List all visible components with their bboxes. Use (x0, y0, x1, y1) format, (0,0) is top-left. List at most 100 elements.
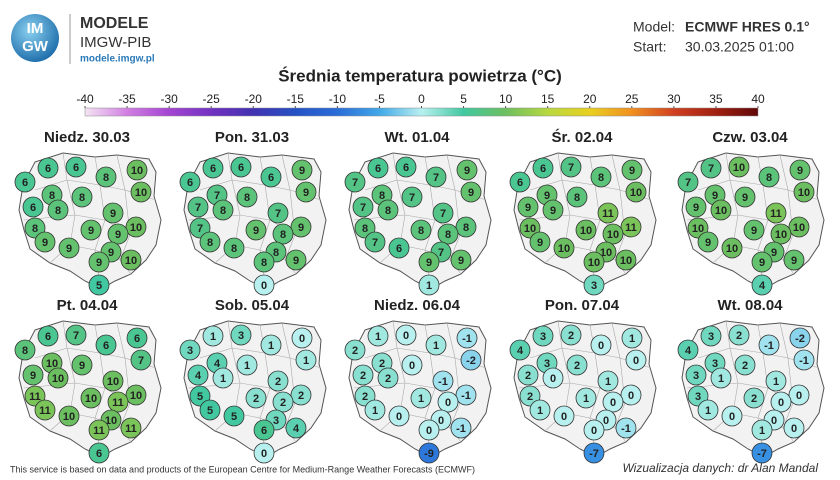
temp-marker (367, 325, 389, 347)
temp-value: 3 (540, 331, 546, 343)
temp-value: 9 (115, 229, 121, 241)
temp-value: 9 (66, 243, 72, 255)
temp-marker (734, 186, 756, 208)
temp-marker (529, 231, 551, 253)
start: 30.03.2025 01:00 (685, 39, 794, 55)
temp-value: 10 (600, 247, 612, 259)
temp-value: 2 (525, 370, 531, 382)
temp-value: 0 (603, 415, 609, 427)
colorbar-tick-label: 15 (541, 92, 555, 106)
temp-value: 7 (685, 177, 691, 189)
temp-value: 8 (463, 222, 469, 234)
temp-marker (583, 419, 605, 441)
temp-value: 1 (759, 425, 765, 437)
temp-value: 1 (583, 393, 589, 405)
day-label: Czw. 03.04 (712, 129, 788, 146)
temp-value: 9 (464, 165, 470, 177)
colorbar-tick-label: -35 (118, 92, 136, 106)
temp-value: 1 (220, 373, 226, 385)
temp-marker (102, 370, 124, 392)
temp-value: 6 (22, 177, 28, 189)
temp-value: 1 (705, 405, 711, 417)
temp-marker (410, 387, 432, 409)
temp-marker (126, 327, 148, 349)
temp-value: 2 (385, 373, 391, 385)
temp-value: 2 (275, 376, 281, 388)
colorbar-tick-label: 20 (583, 92, 597, 106)
temp-marker (401, 354, 423, 376)
logo (11, 14, 59, 62)
temp-value: 5 (197, 391, 203, 403)
temp-marker (285, 417, 307, 439)
temp-value: 0 (445, 397, 451, 409)
temp-value: 0 (261, 280, 267, 292)
temp-value: 10 (580, 225, 592, 237)
temp-value: 8 (103, 172, 109, 184)
temp-value: 10 (130, 390, 142, 402)
start-label: Start: (633, 39, 666, 55)
temp-marker (344, 339, 366, 361)
url[interactable]: modele.imgw.pl (80, 54, 155, 65)
temp-marker (758, 166, 780, 188)
temp-value: 0 (610, 397, 616, 409)
temp-value: 8 (379, 190, 385, 202)
day-label: Pon. 31.03 (215, 129, 289, 146)
temp-value: -9 (424, 448, 434, 460)
temp-marker (460, 349, 482, 371)
temp-marker (179, 339, 201, 361)
temp-marker (236, 186, 258, 208)
temp-value: 9 (110, 208, 116, 220)
temp-marker (364, 231, 386, 253)
temp-value: 7 (708, 163, 714, 175)
temp-value: 1 (268, 340, 274, 352)
temp-marker (743, 219, 765, 241)
temp-marker (625, 349, 647, 371)
temp-marker (80, 387, 102, 409)
temp-marker (65, 156, 87, 178)
temp-marker (615, 417, 637, 439)
temp-value: 10 (588, 257, 600, 269)
temp-value: 1 (418, 393, 424, 405)
temp-value: -2 (795, 333, 805, 345)
temp-value: 0 (598, 340, 604, 352)
colorbar-tick-label: 0 (418, 92, 425, 106)
temp-marker (395, 324, 417, 346)
temp-marker (460, 181, 482, 203)
temp-value: 8 (574, 192, 580, 204)
temp-value: 1 (537, 405, 543, 417)
temp-value: 7 (138, 355, 144, 367)
temp-marker (187, 196, 209, 218)
temp-marker (532, 157, 554, 179)
temp-marker (253, 274, 275, 296)
temp-value: 4 (685, 345, 692, 357)
temp-marker (456, 327, 478, 349)
temp-value: 8 (598, 172, 604, 184)
footer-source: This service is based on data and produc… (10, 464, 475, 474)
logo-text: GW (22, 38, 49, 55)
temp-marker (418, 274, 440, 296)
temp-marker (285, 249, 307, 271)
temp-marker (615, 249, 637, 271)
temp-marker (450, 417, 472, 439)
temp-marker (377, 199, 399, 221)
temp-marker (388, 237, 410, 259)
temp-value: 4 (214, 358, 221, 370)
temp-marker (529, 399, 551, 421)
temp-value: 2 (362, 391, 368, 403)
temp-value: 9 (79, 360, 85, 372)
temp-marker (770, 391, 792, 413)
temp-marker (560, 324, 582, 346)
temp-value: 9 (303, 187, 309, 199)
temp-value: 0 (791, 423, 797, 435)
temp-value: 4 (195, 370, 202, 382)
temp-marker (388, 405, 410, 427)
temp-value: 2 (568, 330, 574, 342)
temp-value: 7 (275, 208, 281, 220)
temp-value: 8 (261, 257, 267, 269)
map: 1 02 1-12 0 -22 2 -1-12 1 01 0 0-10-9 (344, 320, 492, 464)
temp-value: 9 (525, 202, 531, 214)
temp-value: 7 (372, 237, 378, 249)
temp-marker (14, 339, 36, 361)
title: Średnia temperatura powietrza (°C) (278, 66, 562, 85)
